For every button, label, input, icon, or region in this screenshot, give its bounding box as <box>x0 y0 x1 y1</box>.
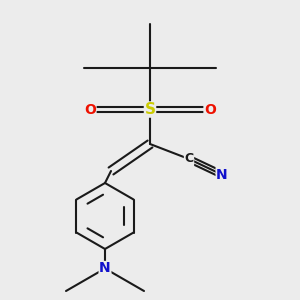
Text: N: N <box>216 168 228 182</box>
Text: O: O <box>84 103 96 116</box>
Text: N: N <box>99 262 111 275</box>
Text: O: O <box>204 103 216 116</box>
Text: C: C <box>184 152 194 166</box>
Text: S: S <box>145 102 155 117</box>
